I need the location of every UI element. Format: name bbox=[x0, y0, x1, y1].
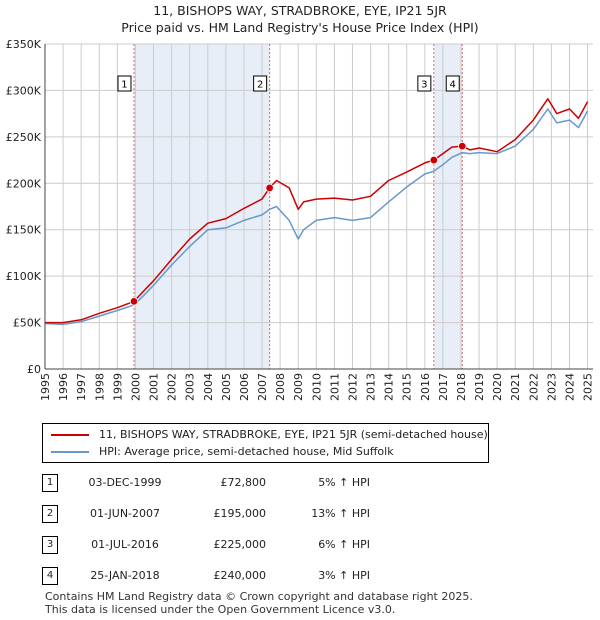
y-tick-label: £350K bbox=[6, 38, 42, 51]
x-tick-label: 2004 bbox=[202, 373, 215, 401]
x-tick-label: 2001 bbox=[148, 373, 161, 401]
x-tick-label: 2015 bbox=[401, 373, 414, 401]
hpi-line bbox=[44, 108, 589, 326]
transaction-number: 4 bbox=[42, 567, 58, 585]
shaded-period bbox=[433, 44, 463, 369]
transaction-number: 3 bbox=[42, 536, 58, 554]
x-tick-label: 2022 bbox=[527, 373, 540, 401]
x-tick-label: 2002 bbox=[166, 373, 179, 401]
property-price-line bbox=[45, 98, 589, 324]
legend-item-property: 11, BISHOPS WAY, STRADBROKE, EYE, IP21 5… bbox=[51, 427, 488, 443]
footer-license: This data is licensed under the Open Gov… bbox=[45, 603, 396, 616]
legend-swatch-hpi bbox=[51, 451, 89, 453]
transaction-row: 4 25-JAN-2018 £240,000 3% ↑ HPI bbox=[0, 565, 600, 587]
x-tick-label: 1995 bbox=[39, 373, 52, 401]
chart-subtitle: Price paid vs. HM Land Registry's House … bbox=[121, 20, 479, 35]
y-tick-label: £150K bbox=[6, 224, 42, 237]
x-tick-label: 2020 bbox=[491, 373, 504, 401]
x-tick-label: 1999 bbox=[111, 373, 124, 401]
x-tick-label: 2009 bbox=[292, 373, 305, 401]
sale-point bbox=[265, 183, 274, 193]
x-tick-label: 1998 bbox=[93, 373, 106, 401]
transaction-price: £72,800 bbox=[220, 476, 267, 489]
transaction-row: 3 01-JUL-2016 £225,000 6% ↑ HPI bbox=[0, 534, 600, 556]
x-tick-label: 2025 bbox=[582, 373, 595, 401]
sale-point bbox=[129, 297, 139, 306]
sale-label-box bbox=[117, 75, 132, 92]
transaction-price: £195,000 bbox=[213, 507, 267, 520]
sale-label-box bbox=[445, 75, 460, 92]
transaction-price: £225,000 bbox=[213, 538, 267, 551]
x-tick-label: 2024 bbox=[563, 373, 576, 401]
x-tick-label: 1996 bbox=[57, 373, 70, 401]
transaction-date: 01-JUN-2007 bbox=[89, 507, 161, 520]
x-tick-label: 2023 bbox=[545, 373, 558, 401]
x-tick-label: 2011 bbox=[328, 373, 341, 401]
x-tick-label: 2018 bbox=[455, 373, 468, 401]
legend-label-property: 11, BISHOPS WAY, STRADBROKE, EYE, IP21 5… bbox=[99, 428, 488, 441]
sale-label-box bbox=[253, 75, 268, 92]
x-tick-label: 2006 bbox=[238, 373, 251, 401]
sale-label: 4 bbox=[450, 80, 456, 91]
transaction-row: 1 03-DEC-1999 £72,800 5% ↑ HPI bbox=[0, 472, 600, 494]
chart-legend: 11, BISHOPS WAY, STRADBROKE, EYE, IP21 5… bbox=[42, 423, 489, 463]
x-tick-label: 2017 bbox=[437, 373, 450, 401]
x-tick-label: 2010 bbox=[310, 373, 323, 401]
legend-item-hpi: HPI: Average price, semi-detached house,… bbox=[51, 444, 394, 460]
x-tick-label: 2014 bbox=[383, 373, 396, 401]
y-tick-label: £200K bbox=[6, 177, 42, 190]
chart-title: 11, BISHOPS WAY, STRADBROKE, EYE, IP21 5… bbox=[153, 3, 447, 18]
y-tick-label: £300K bbox=[6, 84, 42, 97]
transaction-hpi-diff: 5% ↑ HPI bbox=[318, 476, 370, 489]
x-tick-label: 2007 bbox=[256, 373, 269, 401]
x-tick-label: 2000 bbox=[129, 373, 142, 401]
transaction-date: 03-DEC-1999 bbox=[88, 476, 162, 489]
sale-label: 2 bbox=[257, 80, 263, 91]
transaction-hpi-diff: 3% ↑ HPI bbox=[318, 569, 370, 582]
x-tick-label: 2003 bbox=[184, 373, 197, 401]
price-chart: £0 £50K £100K £150K £200K £250K £300K £350K 1995… bbox=[6, 38, 595, 401]
transaction-row: 2 01-JUN-2007 £195,000 13% ↑ HPI bbox=[0, 503, 600, 525]
y-tick-label: £0 bbox=[27, 363, 41, 376]
legend-swatch-property bbox=[51, 434, 89, 436]
y-tick-label: £50K bbox=[13, 317, 42, 330]
transaction-number: 2 bbox=[42, 505, 58, 523]
x-tick-label: 2016 bbox=[419, 373, 432, 401]
transaction-hpi-diff: 6% ↑ HPI bbox=[318, 538, 370, 551]
y-tick-label: £250K bbox=[6, 131, 42, 144]
footer-copyright: Contains HM Land Registry data © Crown c… bbox=[45, 590, 473, 603]
y-tick-label: £100K bbox=[6, 270, 42, 283]
sale-label: 3 bbox=[421, 80, 427, 91]
x-tick-label: 2021 bbox=[509, 373, 522, 401]
transaction-date: 25-JAN-2018 bbox=[90, 569, 160, 582]
shaded-period bbox=[133, 44, 270, 369]
sale-label-box bbox=[417, 75, 432, 92]
transaction-price: £240,000 bbox=[213, 569, 267, 582]
transaction-number: 1 bbox=[42, 474, 58, 492]
sale-point bbox=[429, 155, 439, 165]
x-tick-label: 2012 bbox=[346, 373, 359, 401]
x-tick-label: 1997 bbox=[75, 373, 88, 401]
x-tick-label: 2008 bbox=[274, 373, 287, 401]
legend-label-hpi: HPI: Average price, semi-detached house,… bbox=[99, 445, 394, 458]
sale-label: 1 bbox=[121, 80, 127, 91]
x-tick-label: 2005 bbox=[220, 373, 233, 401]
x-tick-label: 2013 bbox=[365, 373, 378, 401]
transaction-hpi-diff: 13% ↑ HPI bbox=[311, 507, 370, 520]
sale-point bbox=[458, 141, 467, 151]
transaction-date: 01-JUL-2016 bbox=[91, 538, 159, 551]
x-tick-label: 2019 bbox=[473, 373, 486, 401]
